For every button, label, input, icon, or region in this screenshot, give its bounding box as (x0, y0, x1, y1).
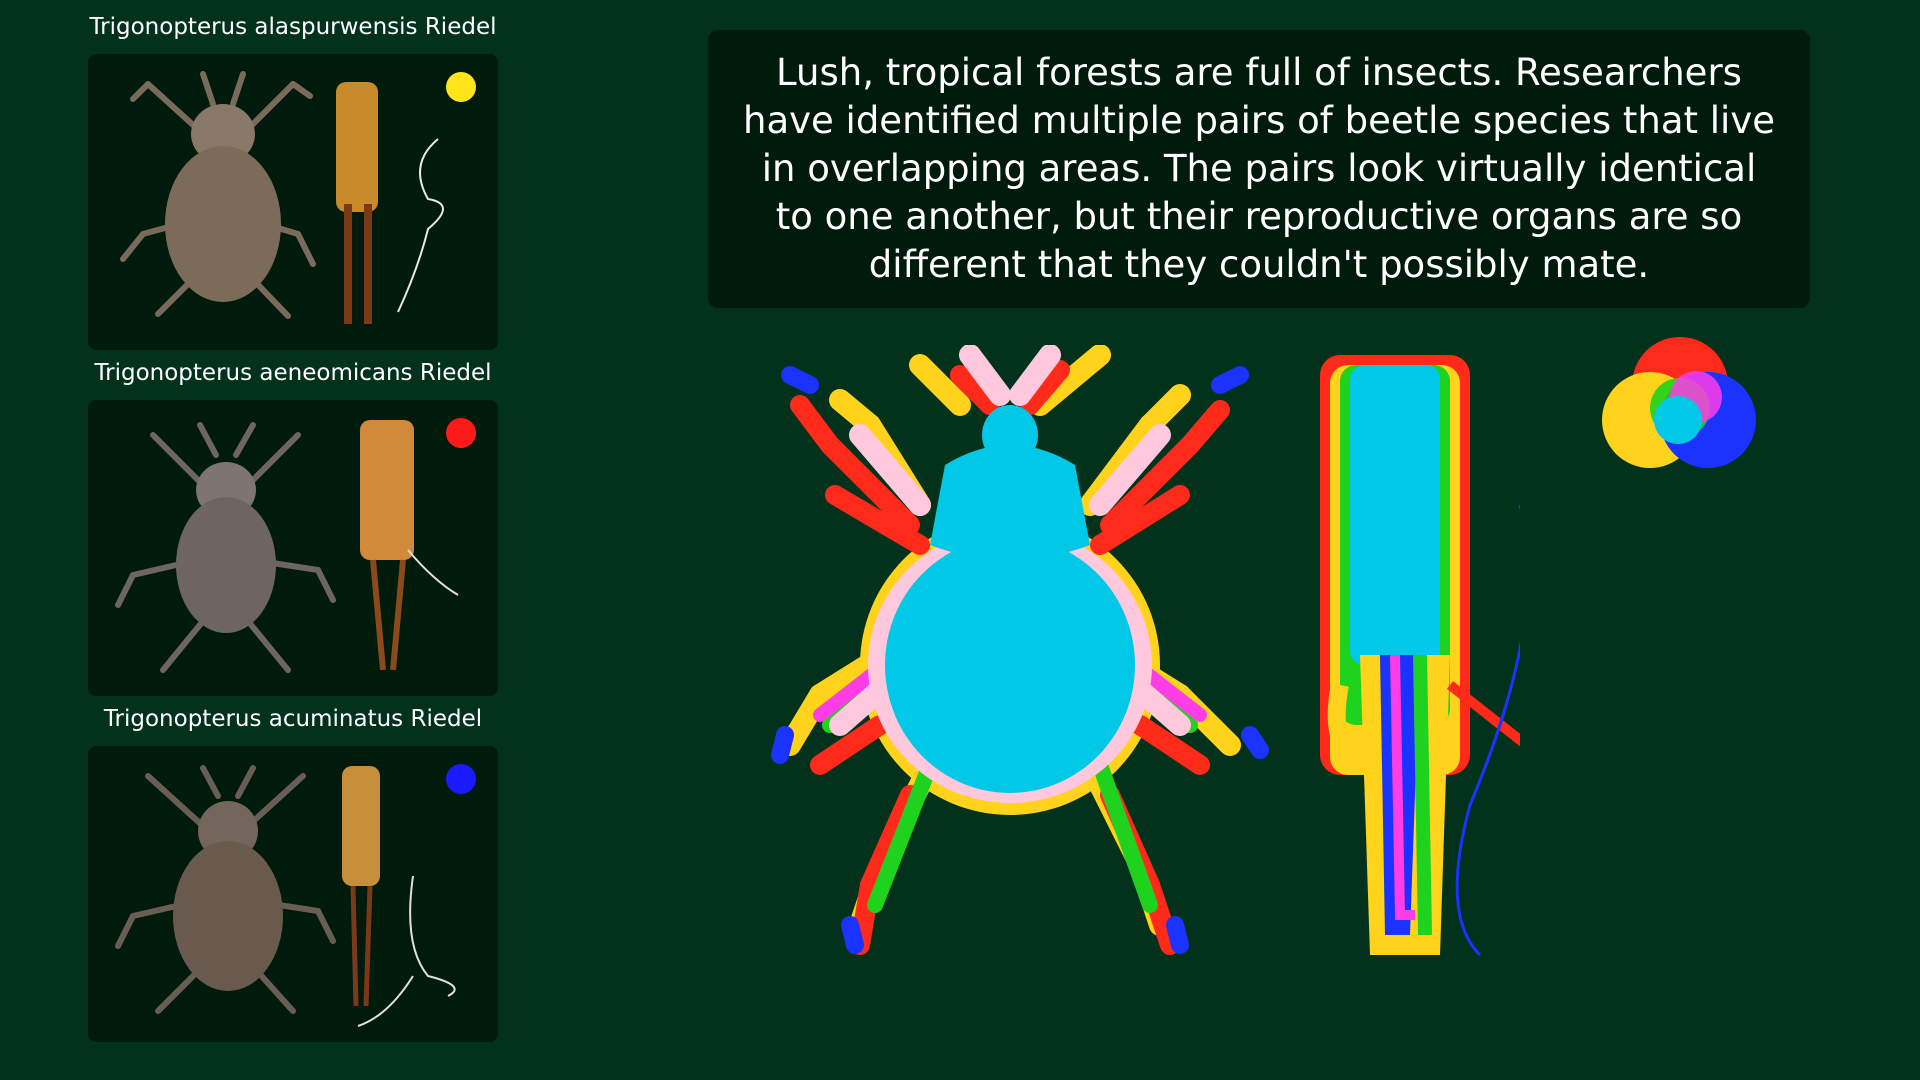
beetle-photo-icon (120, 71, 444, 324)
beetle-photo-icon (115, 765, 456, 1027)
beetle-photo-icon (115, 420, 459, 673)
species-color-dot (446, 72, 476, 102)
species-photo-panel (88, 746, 498, 1042)
species-photo-panel (88, 54, 498, 350)
caption-box: Lush, tropical forests are full of insec… (708, 30, 1810, 308)
reproductive-organ-overlay (1320, 355, 1520, 957)
species-label: Trigonopterus alaspurwensis Riedel (89, 14, 497, 40)
species-card-3: Trigonopterus acuminatus Riedel (88, 706, 498, 1042)
species-card-2: Trigonopterus aeneomicans Riedel (88, 360, 498, 696)
species-photo-panel (88, 400, 498, 696)
species-color-dot (446, 764, 476, 794)
beetle-silhouette (771, 345, 1269, 955)
caption-text: Lush, tropical forests are full of insec… (743, 51, 1775, 286)
species-label: Trigonopterus acuminatus Riedel (103, 706, 483, 732)
species-color-dot (446, 418, 476, 448)
species-label: Trigonopterus aeneomicans Riedel (94, 360, 492, 386)
color-venn-legend-icon (1602, 337, 1756, 468)
species-card-1: Trigonopterus alaspurwensis Riedel (88, 14, 498, 350)
beetle-silhouette-overlay-icon (771, 345, 1520, 957)
